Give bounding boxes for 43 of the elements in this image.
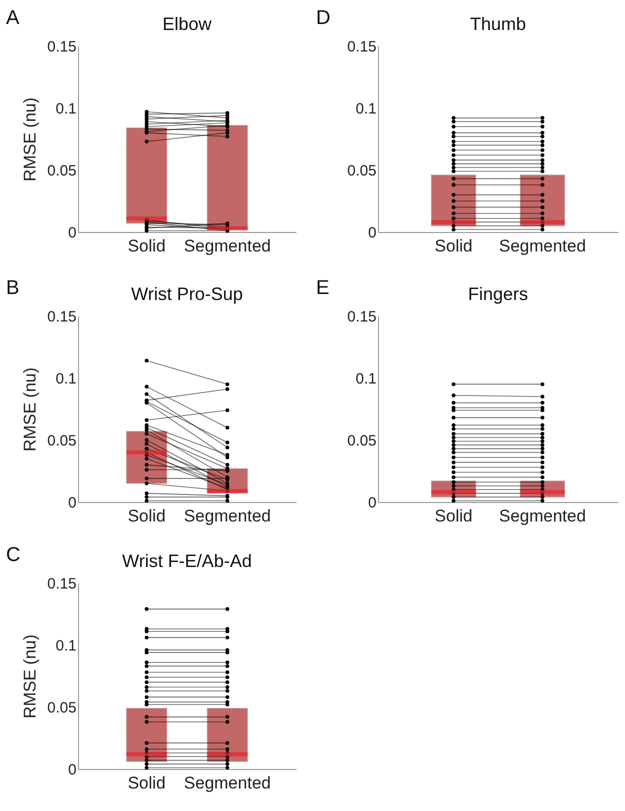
y-tick-label: 0 <box>68 494 76 512</box>
y-tick-label: 0.15 <box>47 308 76 326</box>
y-tick-label: 0.05 <box>47 162 76 180</box>
text: D <box>316 7 330 29</box>
y-tick-label: 0.05 <box>347 432 376 450</box>
y-tick-label: 0 <box>68 762 76 778</box>
y-tick-label: 0.15 <box>347 38 376 56</box>
y-tick-label: 0.05 <box>47 432 76 450</box>
y-tick-label: 0.05 <box>47 700 76 716</box>
chart-title: Wrist Pro-Sup <box>131 284 243 304</box>
x-tick-label: Solid <box>128 236 166 256</box>
y-tick-label: 0 <box>68 224 76 242</box>
y-tick-label: 0.1 <box>356 100 376 118</box>
x-tick-label: Segmented <box>184 774 271 792</box>
y-axis-title: RMSE (nu) <box>20 634 40 719</box>
y-tick-label: 0.1 <box>356 370 376 388</box>
x-tick-label: Solid <box>434 236 472 256</box>
y-tick-label: 0.1 <box>56 370 76 388</box>
y-tick-label: 0.15 <box>47 38 76 56</box>
y-tick-label: 0.15 <box>347 308 376 326</box>
x-tick-label: Segmented <box>184 236 271 256</box>
x-tick-label: Solid <box>128 506 166 526</box>
x-tick-label: Solid <box>434 506 472 526</box>
y-tick-label: 0 <box>368 224 376 242</box>
x-tick-label: Segmented <box>498 236 586 256</box>
chart-title: Wrist F-E/Ab-Ad <box>122 551 252 571</box>
chart-title: Elbow <box>162 14 213 34</box>
chart-title: Thumb <box>470 14 526 34</box>
text: A <box>6 7 20 29</box>
y-tick-label: 0 <box>368 494 376 512</box>
y-tick-label: 0.05 <box>347 162 376 180</box>
text: E <box>316 277 330 299</box>
y-tick-label: 0.15 <box>47 576 76 592</box>
y-tick-label: 0.1 <box>56 638 76 654</box>
y-axis-title: RMSE (nu) <box>20 367 40 452</box>
text: B <box>6 277 20 299</box>
x-tick-label: Segmented <box>184 506 271 526</box>
x-tick-label: Segmented <box>498 506 586 526</box>
text: C <box>6 544 20 566</box>
y-tick-label: 0.1 <box>56 100 76 118</box>
chart-title: Fingers <box>468 284 528 304</box>
y-axis-title: RMSE (nu) <box>20 97 40 182</box>
x-tick-label: Solid <box>128 774 166 792</box>
